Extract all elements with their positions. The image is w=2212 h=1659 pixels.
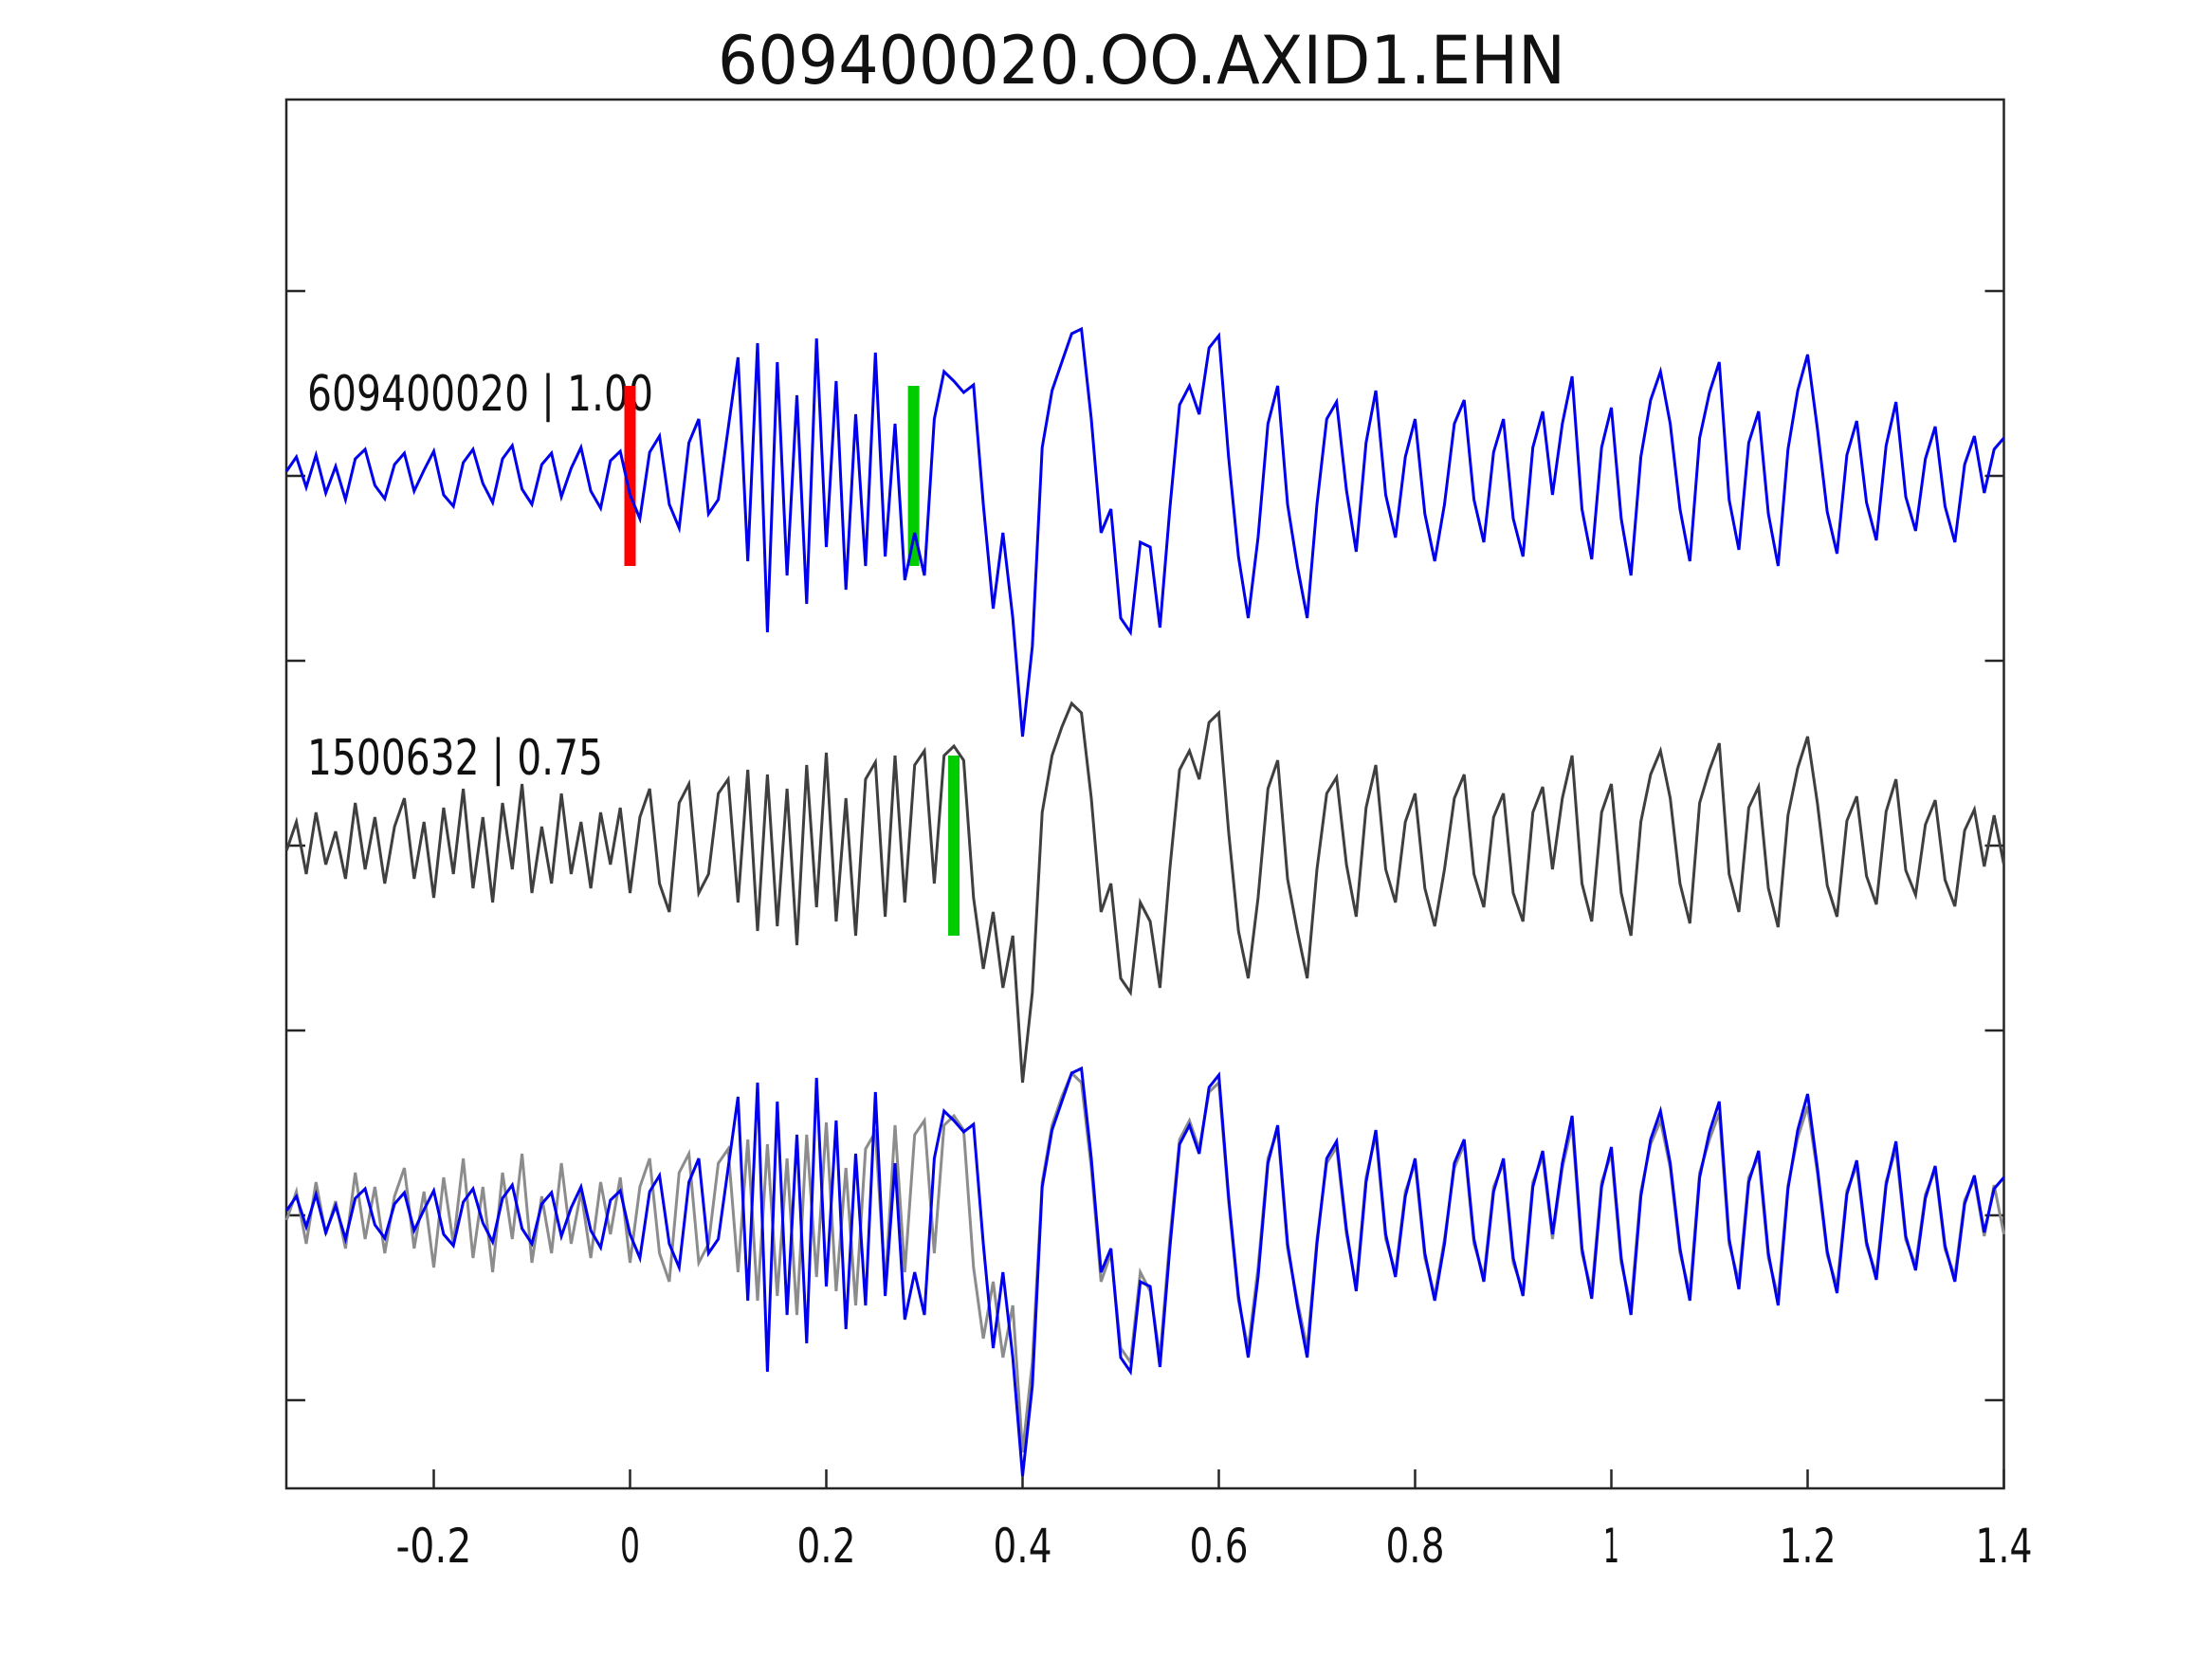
pick-markers [624, 386, 960, 936]
overlay-trace-609400020-waveform [285, 1066, 2005, 1477]
plot-title: 609400020.OO.AXID1.EHN [718, 22, 1565, 100]
x-tick-label: 0.2 [797, 1519, 856, 1574]
trace-1500632-waveform [284, 701, 2005, 1084]
x-axis-tick-labels: -0.2 0 0.2 0.4 0.6 0.8 1 1.2 1.4 [396, 1519, 2033, 1574]
x-tick-label: 0 [620, 1519, 640, 1574]
x-axis-ticks [432, 1469, 2005, 1488]
x-tick-label: 1.2 [1780, 1519, 1837, 1574]
trace-label-reference: 609400020 | 1.00 [307, 366, 653, 423]
correlation-pick-marker [907, 386, 920, 566]
x-tick-label: 1 [1603, 1519, 1619, 1574]
plot-frame [284, 98, 2005, 1490]
trace-609400020-waveform [285, 326, 2005, 738]
x-tick-label: -0.2 [396, 1519, 472, 1574]
reference-pick-marker [624, 386, 636, 566]
x-tick-label: 1.4 [1976, 1519, 2033, 1574]
x-tick-label: 0.8 [1386, 1519, 1445, 1574]
waveforms [284, 326, 2005, 1477]
correlation-pick-marker [948, 756, 960, 936]
overlay-trace-1500632-waveform [284, 1070, 2005, 1453]
x-tick-label: 0.6 [1190, 1519, 1249, 1574]
x-tick-label: 0.4 [994, 1519, 1052, 1574]
trace-label-candidate: 1500632 | 0.75 [307, 730, 603, 787]
